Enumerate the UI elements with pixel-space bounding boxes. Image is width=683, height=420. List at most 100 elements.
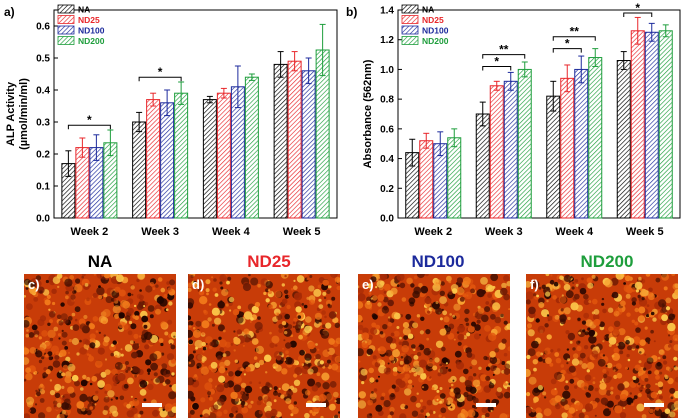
- texture-speck: [626, 353, 630, 358]
- texture-speck: [243, 391, 246, 394]
- texture-speck: [26, 396, 35, 405]
- legend-label: NA: [78, 5, 90, 15]
- texture-speck: [402, 322, 410, 329]
- texture-speck: [132, 343, 140, 350]
- texture-speck: [117, 372, 126, 382]
- texture-speck: [318, 298, 322, 302]
- texture-speck: [448, 280, 452, 284]
- texture-speck: [98, 331, 101, 334]
- texture-speck: [73, 290, 77, 293]
- texture-speck: [251, 338, 259, 345]
- texture-speck: [329, 381, 337, 388]
- texture-speck: [583, 312, 590, 319]
- texture-speck: [434, 279, 442, 287]
- texture-speck: [164, 379, 171, 385]
- texture-speck: [208, 396, 213, 401]
- texture-speck: [543, 396, 547, 399]
- texture-speck: [324, 315, 327, 319]
- y-tick-label: 0.8: [380, 95, 394, 106]
- texture-speck: [608, 337, 617, 345]
- texture-speck: [582, 408, 586, 413]
- texture-speck: [107, 390, 115, 398]
- texture-speck: [490, 365, 497, 372]
- texture-speck: [404, 388, 412, 396]
- texture-speck: [442, 416, 446, 418]
- texture-speck: [173, 335, 176, 338]
- texture-speck: [385, 349, 393, 357]
- texture-speck: [82, 374, 87, 380]
- texture-speck: [610, 386, 614, 390]
- texture-speck: [638, 315, 645, 322]
- texture-speck: [552, 295, 557, 300]
- texture-speck: [668, 334, 671, 337]
- texture-speck: [427, 310, 431, 314]
- texture-speck: [563, 283, 571, 291]
- texture-speck: [376, 358, 383, 364]
- texture-speck: [265, 288, 269, 293]
- texture-speck: [285, 342, 292, 349]
- texture-speck: [212, 287, 217, 292]
- texture-speck: [390, 287, 398, 295]
- texture-speck: [283, 289, 289, 294]
- texture-speck: [358, 293, 366, 302]
- texture-speck: [659, 349, 665, 355]
- texture-speck: [125, 369, 129, 373]
- texture-speck: [317, 348, 320, 351]
- texture-speck: [49, 379, 53, 382]
- texture-speck: [24, 320, 30, 328]
- texture-speck: [83, 314, 88, 320]
- texture-speck: [578, 360, 583, 365]
- texture-speck: [366, 348, 373, 355]
- texture-speck: [216, 384, 225, 393]
- texture-speck: [72, 324, 80, 331]
- bar-nd100-week-3: [160, 102, 175, 219]
- texture-speck: [618, 328, 626, 336]
- texture-speck: [139, 299, 143, 303]
- texture-speck: [547, 315, 553, 321]
- texture-speck: [560, 398, 568, 406]
- texture-speck: [188, 361, 192, 365]
- texture-speck: [49, 337, 54, 342]
- panel-label: b): [346, 5, 357, 19]
- texture-speck: [464, 308, 470, 315]
- texture-speck: [591, 274, 596, 279]
- texture-speck: [567, 332, 576, 341]
- y-tick-label: 0.0: [36, 214, 50, 225]
- texture-speck: [269, 342, 275, 348]
- texture-speck: [193, 280, 197, 284]
- texture-speck: [439, 363, 443, 367]
- texture-speck: [393, 330, 400, 337]
- texture-speck: [327, 303, 331, 307]
- texture-speck: [293, 285, 298, 290]
- texture-speck: [382, 324, 388, 330]
- texture-speck: [480, 277, 488, 285]
- texture-speck: [170, 344, 176, 350]
- texture-speck: [632, 336, 641, 344]
- texture-speck: [462, 293, 467, 298]
- legend-swatch: [57, 15, 75, 24]
- texture-speck: [615, 394, 621, 400]
- texture-speck: [645, 274, 651, 277]
- texture-speck: [588, 335, 597, 344]
- texture-speck: [171, 372, 175, 376]
- texture-speck: [490, 313, 496, 320]
- texture-speck: [64, 346, 69, 350]
- texture-speck: [655, 407, 660, 411]
- texture-speck: [421, 383, 429, 391]
- texture-speck: [113, 298, 117, 302]
- texture-speck: [665, 306, 671, 311]
- texture-speck: [208, 303, 212, 306]
- texture-speck: [315, 343, 318, 346]
- texture-speck: [322, 382, 330, 390]
- texture-speck: [671, 274, 676, 276]
- texture-speck: [230, 343, 234, 346]
- texture-speck: [282, 347, 285, 350]
- texture-speck: [550, 274, 553, 277]
- texture-speck: [89, 406, 93, 410]
- texture-speck: [485, 301, 490, 305]
- texture-speck: [450, 383, 454, 387]
- texture-speck: [325, 322, 332, 329]
- texture-speck: [278, 328, 283, 333]
- texture-speck: [637, 393, 642, 398]
- texture-speck: [168, 391, 176, 400]
